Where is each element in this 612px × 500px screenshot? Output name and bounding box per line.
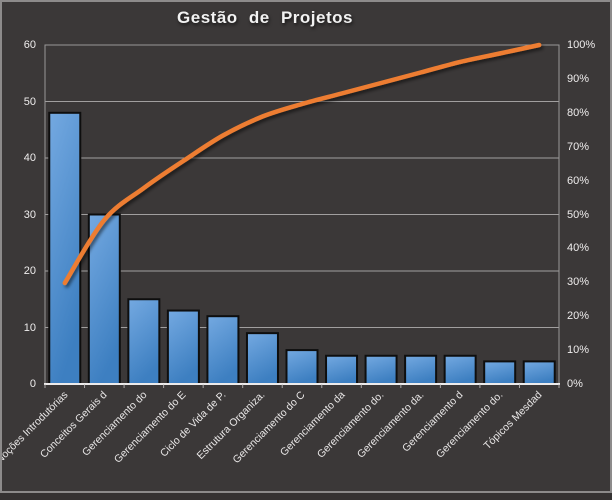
bar (127, 298, 161, 385)
right-axis-tick-label: 10% (567, 344, 590, 357)
left-axis-tick-label: 20 (23, 265, 36, 277)
right-axis-tick-label: 100% (567, 39, 596, 51)
right-axis-tick-label: 70% (567, 140, 590, 153)
bar (325, 354, 359, 385)
left-axis-tick-label: 40 (23, 152, 36, 164)
bar (522, 360, 556, 385)
bar (364, 354, 398, 385)
right-axis-tick-label: 0% (567, 378, 583, 390)
bar (166, 309, 200, 385)
left-axis-tick-label: 50 (23, 95, 36, 108)
right-axis-tick-label: 60% (567, 174, 590, 187)
right-axis-tick-label: 40% (567, 242, 590, 255)
bar (285, 349, 319, 386)
right-axis-tick-label: 50% (567, 208, 590, 221)
left-axis-tick-label: 10 (23, 321, 36, 334)
bar (48, 111, 82, 386)
bar (443, 354, 477, 385)
bar (87, 213, 121, 385)
right-axis-tick-label: 80% (567, 106, 590, 119)
left-axis-tick-label: 30 (23, 208, 36, 221)
cumulative-line (62, 42, 542, 286)
chart-title: Gestão de Projetos (177, 8, 353, 27)
right-axis-tick-label: 30% (567, 276, 590, 289)
bar (206, 315, 240, 386)
bar (404, 354, 438, 385)
bar (245, 332, 279, 385)
right-axis-tick-label: 90% (567, 72, 590, 85)
right-axis-tick-label: 20% (567, 310, 590, 323)
left-axis-tick-label: 60 (23, 39, 36, 51)
bar (483, 360, 517, 385)
left-axis-tick-label: 0 (29, 378, 36, 390)
